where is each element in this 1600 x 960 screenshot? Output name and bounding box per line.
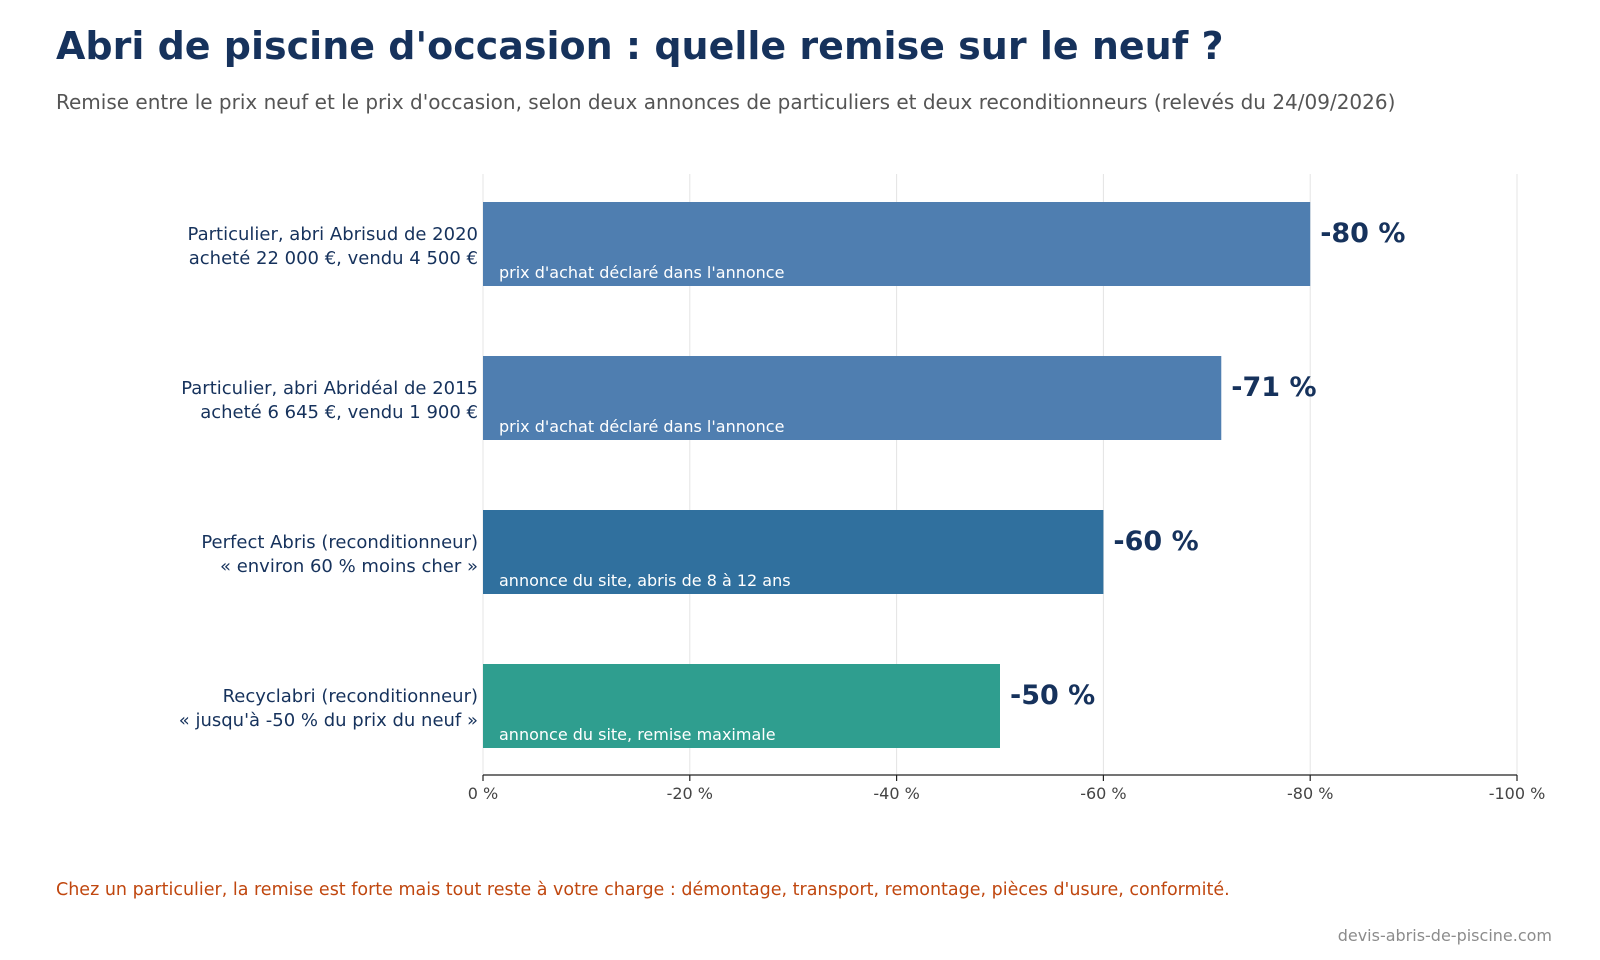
- bar-note: prix d'achat déclaré dans l'annonce: [499, 263, 784, 282]
- bar: [483, 202, 1311, 286]
- x-tick-label: -60 %: [1080, 784, 1126, 803]
- bar: [483, 510, 1104, 594]
- category-label-line1: Particulier, abri Abrisud de 2020: [188, 224, 478, 245]
- x-tick-label: 0 %: [468, 784, 498, 803]
- footnote: Chez un particulier, la remise est forte…: [56, 880, 1230, 900]
- category-label-line1: Particulier, abri Abridéal de 2015: [181, 378, 478, 399]
- bar-value-label: -50 %: [1010, 680, 1095, 711]
- bar-note: annonce du site, remise maximale: [499, 725, 776, 744]
- chart-title: Abri de piscine d'occasion : quelle remi…: [56, 24, 1224, 68]
- x-tick-label: -20 %: [667, 784, 713, 803]
- category-label-line1: Perfect Abris (reconditionneur): [201, 532, 478, 553]
- bar-value-label: -80 %: [1320, 218, 1405, 249]
- category-label-line2: « environ 60 % moins cher »: [220, 556, 478, 577]
- bar-chart: prix d'achat déclaré dans l'annonce -80 %…: [179, 174, 1546, 803]
- category-label-line2: acheté 6 645 €, vendu 1 900 €: [200, 402, 478, 423]
- x-tick-label: -100 %: [1489, 784, 1546, 803]
- bar-value-label: -60 %: [1113, 526, 1198, 557]
- source-credit: devis-abris-de-piscine.com: [1337, 926, 1552, 945]
- bar: [483, 356, 1222, 440]
- x-tick-label: -80 %: [1287, 784, 1333, 803]
- bar: [483, 664, 1000, 748]
- chart-subtitle: Remise entre le prix neuf et le prix d'o…: [56, 90, 1396, 114]
- bar-note: annonce du site, abris de 8 à 12 ans: [499, 571, 791, 590]
- category-label-line2: acheté 22 000 €, vendu 4 500 €: [189, 248, 478, 269]
- category-label-line1: Recyclabri (reconditionneur): [223, 686, 478, 707]
- x-tick-label: -40 %: [873, 784, 919, 803]
- category-label-line2: « jusqu'à -50 % du prix du neuf »: [179, 710, 478, 731]
- bar-value-label: -71 %: [1231, 372, 1316, 403]
- bar-note: prix d'achat déclaré dans l'annonce: [499, 417, 784, 436]
